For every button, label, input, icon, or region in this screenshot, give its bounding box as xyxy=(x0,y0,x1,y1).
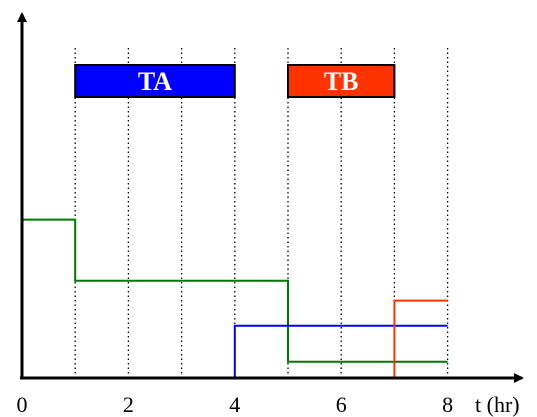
series-line-3 xyxy=(393,299,448,378)
x-tick-label-8: 8 xyxy=(442,392,453,417)
task-bar-label-ta: TA xyxy=(138,67,172,96)
x-tick-label-0: 0 xyxy=(17,392,28,417)
x-tick-label-4: 4 xyxy=(229,392,240,417)
x-axis-label: t (hr) xyxy=(475,392,520,417)
x-tick-label-2: 2 xyxy=(123,392,134,417)
x-ticks: 0 2 4 6 8 xyxy=(17,392,454,417)
series xyxy=(22,218,448,378)
task-bar-tb xyxy=(287,64,396,98)
series-line-2 xyxy=(233,324,448,378)
series-line-1 xyxy=(22,218,448,363)
task-bar-label-tb: TB xyxy=(324,67,359,96)
task-bar-ta xyxy=(74,64,236,98)
task-bars: TA TB xyxy=(74,64,396,98)
x-tick-label-6: 6 xyxy=(336,392,347,417)
